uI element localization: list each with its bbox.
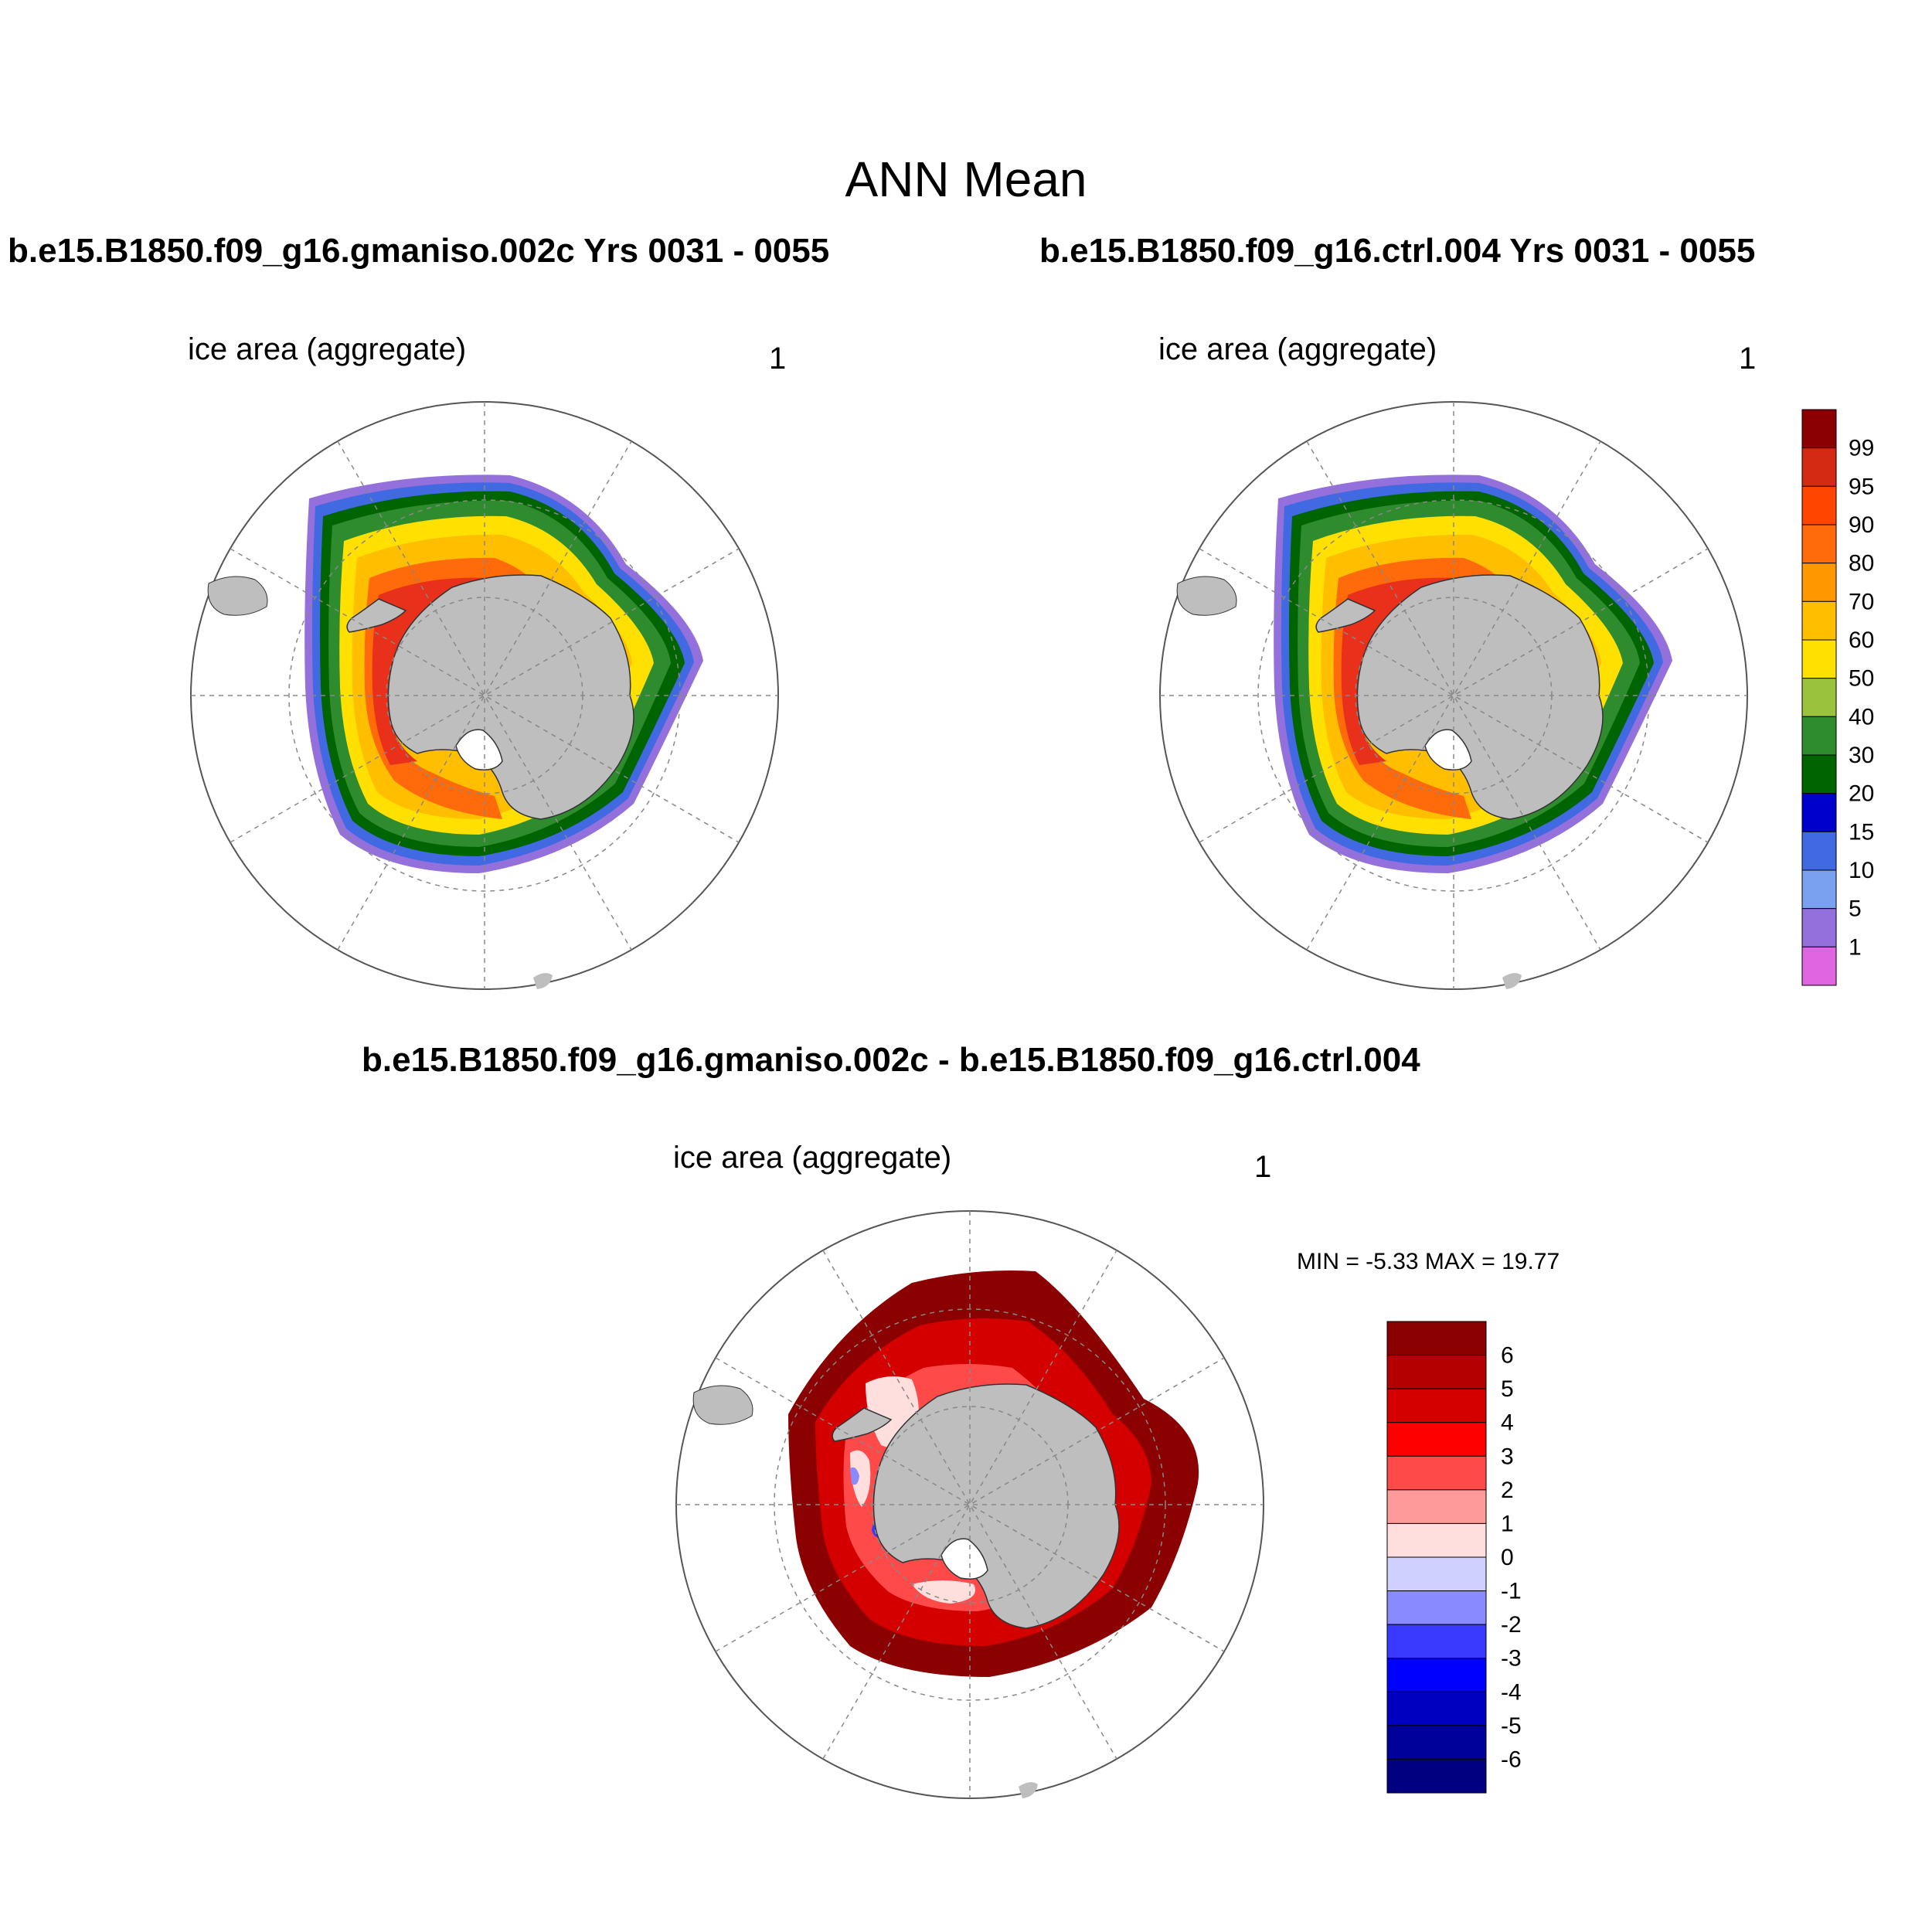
ice-area-colorbar-tick-label: 95: [1849, 474, 1874, 499]
ice-area-colorbar-swatch: [1801, 447, 1837, 487]
difference-colorbar-tick-label: 0: [1501, 1545, 1514, 1570]
ice-area-colorbar-tick-label: 70: [1849, 589, 1874, 614]
case1-polar-map: [190, 401, 779, 990]
difference-colorbar-swatch: [1386, 1658, 1487, 1692]
case2-units: 1: [1739, 342, 1757, 376]
case1-units: 1: [769, 342, 787, 376]
difference-colorbar-swatch: [1386, 1691, 1487, 1726]
ice-area-colorbar-tick-label: 30: [1849, 743, 1874, 768]
case1-variable-label: ice area (aggregate): [188, 332, 467, 366]
difference-colorbar-swatch: [1386, 1355, 1487, 1389]
ice-area-colorbar-swatch: [1801, 793, 1837, 832]
ice-area-colorbar-tick-label: 20: [1849, 781, 1874, 807]
difference-colorbar-swatch: [1386, 1758, 1487, 1794]
difference-colorbar-tick-label: -4: [1501, 1679, 1522, 1705]
case2-graticule: [1160, 402, 1747, 989]
ice-area-colorbar-tick-label: 90: [1849, 512, 1874, 538]
difference-colorbar-tick-label: -6: [1501, 1747, 1522, 1772]
ice-area-colorbar-tick-label: 40: [1849, 704, 1874, 730]
ice-area-colorbar-swatch: [1801, 678, 1837, 717]
diff-graticule: [676, 1211, 1264, 1798]
ice-area-colorbar-tick-label: 15: [1849, 819, 1874, 845]
difference-colorbar-tick-label: 4: [1501, 1410, 1514, 1436]
ice-area-colorbar-tick-label: 5: [1849, 896, 1862, 922]
ice-area-colorbar-swatch: [1801, 600, 1837, 641]
difference-colorbar-swatch: [1386, 1422, 1487, 1457]
figure-title: ANN Mean: [845, 151, 1087, 207]
ice-area-colorbar-swatch: [1801, 524, 1837, 564]
case2-polar-map: [1159, 401, 1748, 990]
ice-area-colorbar-swatch: [1801, 716, 1837, 756]
difference-colorbar-tick-label: 5: [1501, 1376, 1514, 1402]
difference-colorbar: 6 5 4 3 2 1 0 -1 -2 -3 -4 -5 -6: [1386, 1321, 1522, 1794]
difference-colorbar-tick-label: 6: [1501, 1343, 1514, 1369]
difference-colorbar-tick-label: 3: [1501, 1444, 1514, 1469]
ice-area-colorbar-tick-label: 60: [1849, 628, 1874, 653]
ice-area-colorbar: 99 95 90 80 70 60 50 40 30 20 15 10 5 1: [1801, 409, 1874, 986]
case2-title: b.e15.B1850.f09_g16.ctrl.004 Yrs 0031 - …: [1039, 232, 1756, 270]
ice-area-colorbar-tick-label: 1: [1849, 934, 1862, 960]
ice-area-colorbar-swatch: [1801, 409, 1837, 449]
diff-title: b.e15.B1850.f09_g16.gmaniso.002c - b.e15…: [362, 1041, 1420, 1079]
ice-area-colorbar-swatch: [1801, 908, 1837, 947]
difference-colorbar-swatch: [1386, 1522, 1487, 1558]
difference-colorbar-swatch: [1386, 1556, 1487, 1592]
ice-area-colorbar-swatch: [1801, 563, 1837, 602]
diff-units: 1: [1254, 1150, 1272, 1184]
difference-colorbar-swatch: [1386, 1388, 1487, 1423]
ice-area-colorbar-swatch: [1801, 639, 1837, 679]
ice-area-colorbar-tick-label: 80: [1849, 551, 1874, 577]
diff-variable-label: ice area (aggregate): [673, 1141, 952, 1175]
difference-colorbar-swatch: [1386, 1489, 1487, 1524]
difference-colorbar-swatch: [1386, 1725, 1487, 1760]
difference-colorbar-swatch: [1386, 1321, 1487, 1356]
difference-colorbar-swatch: [1386, 1455, 1487, 1491]
ice-area-colorbar-tick-label: 99: [1849, 436, 1874, 461]
ice-area-colorbar-swatch: [1801, 754, 1837, 794]
ice-area-colorbar-tick-label: 10: [1849, 858, 1874, 883]
difference-colorbar-swatch: [1386, 1624, 1487, 1659]
case2-variable-label: ice area (aggregate): [1158, 332, 1437, 366]
ice-area-colorbar-swatch: [1801, 946, 1837, 986]
diff-polar-map: [675, 1210, 1264, 1799]
diff-min-max: MIN = -5.33 MAX = 19.77: [1297, 1249, 1560, 1274]
case1-graticule: [191, 402, 778, 989]
difference-colorbar-tick-label: 1: [1501, 1511, 1514, 1536]
ice-area-colorbar-swatch: [1801, 831, 1837, 871]
case1-title: b.e15.B1850.f09_g16.gmaniso.002c Yrs 003…: [8, 232, 830, 270]
difference-colorbar-tick-label: -3: [1501, 1646, 1522, 1672]
difference-colorbar-swatch: [1386, 1590, 1487, 1625]
difference-colorbar-tick-label: -2: [1501, 1612, 1522, 1638]
difference-colorbar-tick-label: -5: [1501, 1713, 1522, 1739]
ice-area-colorbar-swatch: [1801, 869, 1837, 910]
ice-area-colorbar-swatch: [1801, 485, 1837, 526]
difference-colorbar-tick-label: 2: [1501, 1478, 1514, 1503]
ice-area-colorbar-tick-label: 50: [1849, 666, 1874, 692]
difference-colorbar-tick-label: -1: [1501, 1579, 1522, 1604]
